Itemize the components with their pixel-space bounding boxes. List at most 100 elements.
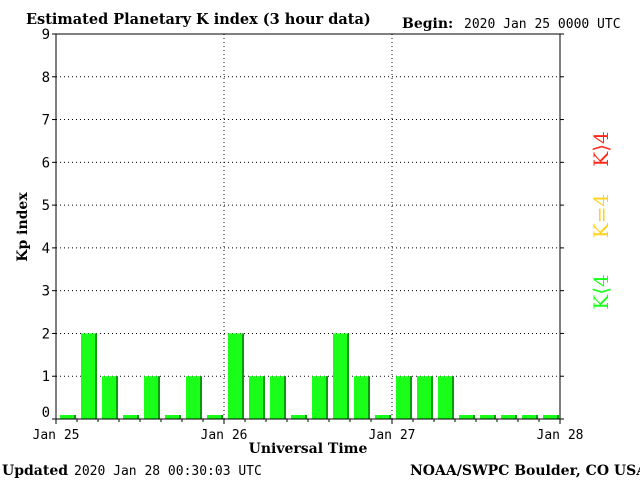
kp-bar [270,376,286,419]
kp-bar [312,376,328,419]
kp-bar-edge [536,415,538,419]
kp-bar-edge [326,376,328,419]
y-tick-labels: 0 1 2 3 4 5 6 7 8 9 [42,27,50,421]
kp-bar-fill [228,333,244,419]
kp-bar-edge [263,376,265,419]
kp-bar-edge [305,415,307,419]
kp-bar-fill [396,376,412,419]
y-tick-label: 7 [42,113,50,129]
kp-bar-edge [473,415,475,419]
kp-bar-fill [417,376,433,419]
kp-bar [207,415,223,419]
y-tick-label: 2 [42,326,50,342]
grid-lines [52,33,564,424]
kp-bar-edge [452,376,454,419]
kp-bar [417,376,433,419]
legend-k-equals-4: K=4 [589,194,613,238]
kp-bar-edge [494,415,496,419]
kp-bar-edge [557,415,559,419]
kp-bar-fill [291,415,307,419]
kp-bar [354,376,370,419]
kp-bar-fill [123,415,139,419]
kp-bar-fill [249,376,265,419]
kp-bar-fill [480,415,496,419]
x-tick-label: Jan 27 [369,428,416,443]
kp-bar-edge [221,415,223,419]
x-tick-label: Jan 26 [201,428,248,443]
y-tick-label: 3 [42,284,50,300]
kp-bar [228,333,244,419]
begin-label: Begin: [402,16,453,32]
kp-bar-edge [368,376,370,419]
kp-bar-edge [179,415,181,419]
kp-bar-edge [95,333,97,419]
kp-bar [123,415,139,419]
x-tick-label: Jan 25 [33,428,80,443]
kp-bar-fill [312,376,328,419]
kp-bar-edge [158,376,160,419]
kp-bar-fill [186,376,202,419]
kp-bar [165,415,181,419]
kp-bar-fill [459,415,475,419]
kp-bar [480,415,496,419]
kp-bar [249,376,265,419]
kp-bar-fill [438,376,454,419]
kp-bar [375,415,391,419]
kp-bar-edge [389,415,391,419]
kp-bar-fill [375,415,391,419]
kp-bar-edge [116,376,118,419]
kp-bar-edge [242,333,244,419]
y-tick-label: 5 [42,198,50,214]
bars [60,333,559,419]
kp-bar [60,415,76,419]
kp-bar [501,415,517,419]
kp-bar-fill [522,415,538,419]
kp-bar-edge [515,415,517,419]
kp-bar-edge [410,376,412,419]
kp-bar [333,333,349,419]
kp-bar [459,415,475,419]
kp-bar-fill [60,415,76,419]
updated-label: Updated [2,463,68,479]
legend-k-below-4: K⟨4 [589,274,613,309]
y-tick-label: 1 [42,369,50,385]
kp-bar-fill [501,415,517,419]
updated-value: 2020 Jan 28 00:30:03 UTC [74,464,262,479]
kp-bar-edge [284,376,286,419]
chart-title: Estimated Planetary K index (3 hour data… [26,11,371,28]
y-tick-label: 8 [42,70,50,86]
kp-bar-fill [165,415,181,419]
kp-bar [543,415,559,419]
kp-bar [291,415,307,419]
y-tick-label: 6 [42,155,50,171]
kp-bar [102,376,118,419]
kp-bar [396,376,412,419]
x-tick-labels: Jan 25 Jan 26 Jan 27 Jan 28 [33,428,584,443]
kp-bar-edge [200,376,202,419]
x-tick-label: Jan 28 [537,428,584,443]
kp-bar-fill [270,376,286,419]
kp-bar [438,376,454,419]
legend-k-above-4: K⟩4 [589,131,613,166]
y-tick-label: 0 [42,405,50,421]
kp-bar [522,415,538,419]
kp-bar-edge [347,333,349,419]
begin-value: 2020 Jan 25 0000 UTC [464,17,621,32]
kp-bar-fill [207,415,223,419]
y-tick-label: 4 [42,241,50,257]
kp-bar-fill [543,415,559,419]
kp-bar-fill [81,333,97,419]
y-axis-label: Kp index [15,192,31,262]
kp-bar-fill [333,333,349,419]
kp-bar [81,333,97,419]
kp-bar [144,376,160,419]
kp-bar-edge [431,376,433,419]
x-axis-label: Universal Time [249,441,368,457]
kp-bar-edge [137,415,139,419]
y-tick-label: 9 [42,27,50,43]
plot-frame [55,33,561,420]
kp-bar-fill [354,376,370,419]
kp-bar-edge [74,415,76,419]
kp-bar-fill [102,376,118,419]
